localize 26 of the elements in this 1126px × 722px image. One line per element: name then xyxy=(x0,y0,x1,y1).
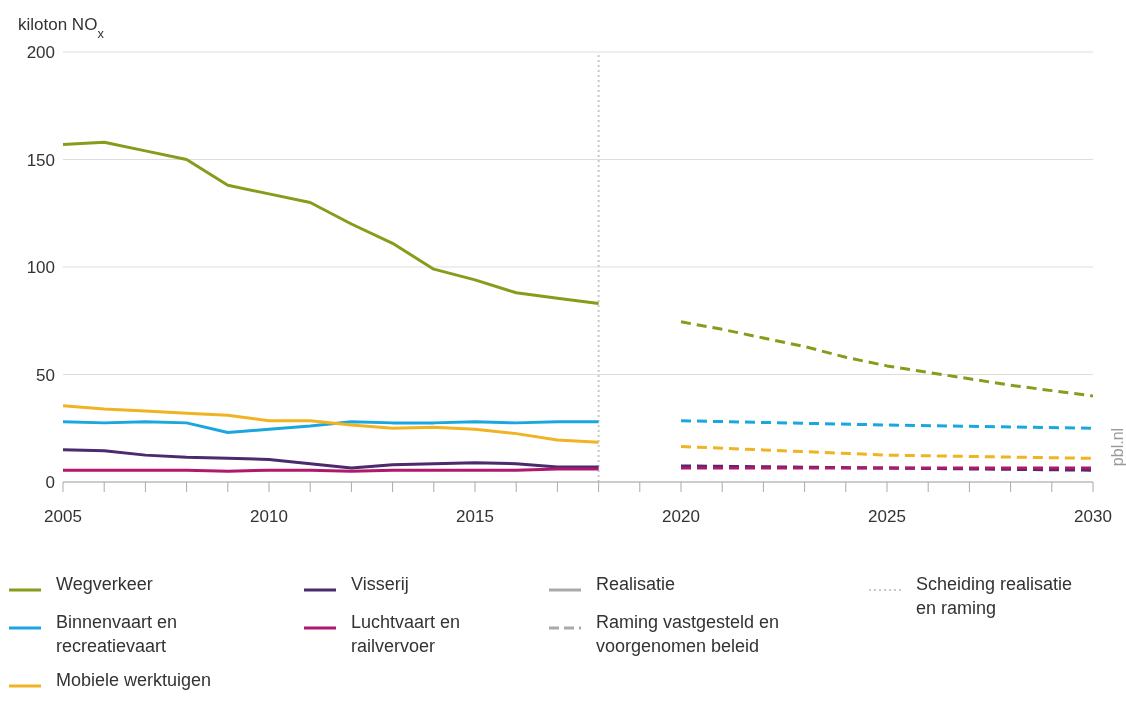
text: Raming vastgesteld en voorgenomen beleid xyxy=(596,611,781,658)
legend-label: Binnenvaart en recreatievaart xyxy=(56,611,179,658)
line-series xyxy=(63,140,601,306)
y-tick-label: 50 xyxy=(36,365,55,385)
text: pbl.nl xyxy=(1109,426,1126,469)
x-tick-label: 2015 xyxy=(456,507,494,527)
x-tick-label: 2020 xyxy=(662,507,700,527)
legend-label: Mobiele werktuigen xyxy=(56,669,212,692)
legend-label: Scheiding realisatie en raming xyxy=(916,573,1074,620)
x-tick-label: 2025 xyxy=(868,507,906,527)
line-series xyxy=(63,448,601,470)
text: Realisatie xyxy=(596,573,676,596)
x-tick-label: 2030 xyxy=(1074,507,1112,527)
y-tick-label: 0 xyxy=(45,473,55,493)
y-axis-title: kiloton NO$_{x}$ xyxy=(18,15,105,41)
x-tick-label: 2010 xyxy=(250,507,288,527)
line-series xyxy=(679,320,1093,398)
legend-label: Luchtvaart en railvervoer xyxy=(351,611,462,658)
y-tick-label: 150 xyxy=(26,150,55,170)
legend-label: Wegverkeer xyxy=(56,573,153,596)
x-tick-label: 2005 xyxy=(44,507,82,527)
legend-label: Visserij xyxy=(351,573,409,596)
y-tick-label: 100 xyxy=(26,258,55,278)
y-tick-label: 200 xyxy=(26,43,55,63)
line-series xyxy=(63,404,601,444)
line-series xyxy=(63,420,601,435)
